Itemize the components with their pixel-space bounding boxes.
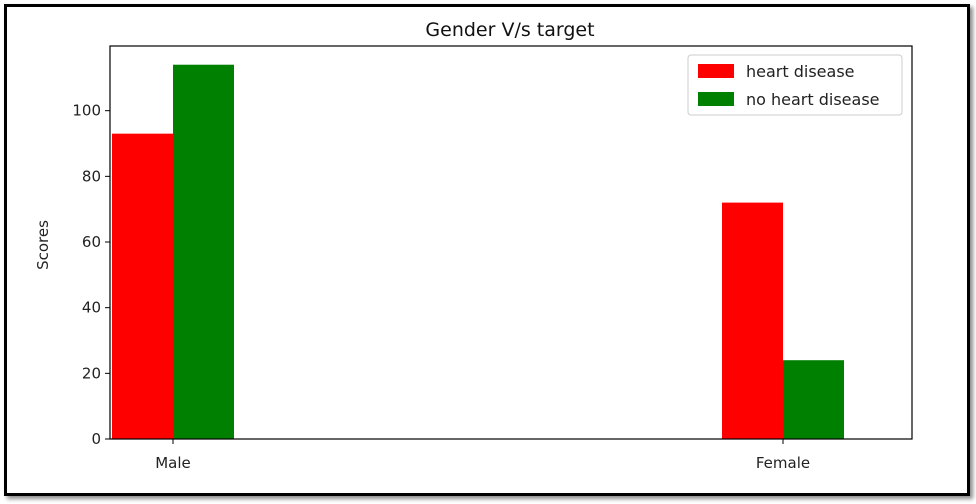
legend-swatch-heart-disease bbox=[698, 64, 734, 78]
x-axis: Male Female bbox=[155, 439, 810, 472]
legend-swatch-no-heart-disease bbox=[698, 92, 734, 106]
y-axis: 0 20 40 60 80 100 bbox=[72, 102, 110, 448]
bar-heart-disease-male bbox=[112, 133, 173, 439]
chart-title: Gender V/s target bbox=[425, 19, 594, 41]
y-tick-label: 20 bbox=[82, 364, 101, 382]
y-tick-label: 40 bbox=[82, 299, 101, 317]
x-tick-label-male: Male bbox=[155, 454, 191, 472]
y-axis-label: Scores bbox=[34, 220, 52, 270]
y-tick-label: 100 bbox=[72, 102, 101, 120]
plot-area-border bbox=[109, 45, 913, 440]
bar-heart-disease-female bbox=[722, 202, 783, 439]
bars-group bbox=[112, 64, 844, 439]
legend-label-heart-disease: heart disease bbox=[746, 62, 855, 81]
bar-no-heart-disease-male bbox=[173, 64, 234, 439]
legend: heart disease no heart disease bbox=[687, 54, 903, 116]
legend-box bbox=[687, 54, 903, 116]
y-tick-label: 60 bbox=[82, 233, 101, 251]
bar-no-heart-disease-female bbox=[783, 360, 844, 439]
y-tick-label: 80 bbox=[82, 167, 101, 185]
y-tick-label: 0 bbox=[91, 430, 101, 448]
legend-label-no-heart-disease: no heart disease bbox=[746, 90, 880, 109]
x-tick-label-female: Female bbox=[756, 454, 810, 472]
